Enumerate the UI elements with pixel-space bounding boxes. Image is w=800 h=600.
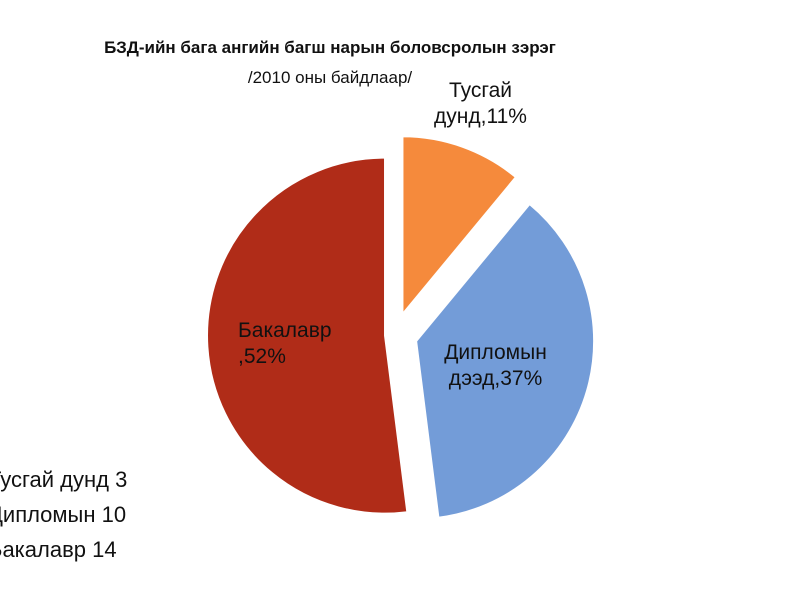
label-line: ,52%	[238, 345, 286, 368]
note-bakalavr: Бакалавр 14	[0, 537, 117, 562]
label-tusgai: Тусгай дунд,11%	[418, 78, 543, 130]
label-line: Тусгай	[448, 79, 513, 102]
counts-notes: Тусгай дунд 3 Дипломын 10 Бакалавр 14	[0, 462, 127, 567]
chart-title: БЗД-ийн бага ангийн багш нарын боловсрол…	[104, 38, 556, 57]
label-line: дунд,11%	[434, 105, 527, 128]
pie-slice-3	[206, 156, 409, 515]
note-tusgai: Тусгай дунд 3	[0, 467, 128, 492]
label-bakalavr: Бакалавр ,52%	[238, 318, 332, 370]
label-line: дээд,37%	[448, 367, 543, 390]
label-diplom: Дипломын дээд,37%	[428, 340, 563, 392]
label-line: Бакалавр	[238, 319, 332, 342]
pie-slice-1	[401, 135, 518, 318]
note-diplom: Дипломын 10	[0, 502, 127, 527]
label-line: Дипломын	[444, 341, 547, 364]
chart-subtitle: /2010 оны байдлаар/	[247, 68, 413, 87]
pie-slice-2	[415, 202, 596, 519]
